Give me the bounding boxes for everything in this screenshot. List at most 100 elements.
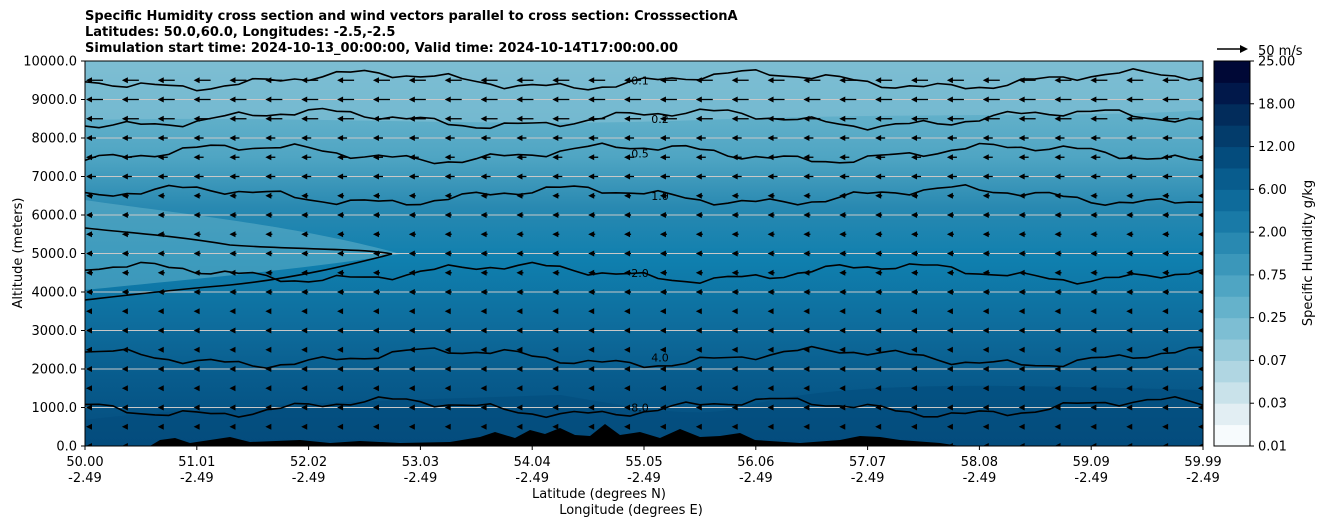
wind-vector [767,135,778,141]
contour-label: 0.5 [631,147,649,160]
x-tick-label-lat: 54.04 [514,455,551,470]
wind-vector [337,346,344,353]
wind-vector [1090,308,1097,315]
wind-vector [839,115,857,122]
wind-vector [337,366,344,372]
wind-vector [121,192,129,199]
wind-vector [1054,327,1061,334]
wind-vector [803,212,811,218]
wind-vector [552,308,559,315]
wind-vector [121,212,129,218]
wind-vector [624,308,631,315]
wind-vector [193,269,201,276]
colorbar-tick-label: 18.00 [1258,97,1295,112]
wind-vector [552,423,559,430]
wind-vector [1090,231,1098,238]
wind-vector [767,269,775,276]
wind-vector [659,269,667,276]
wind-vector [372,308,379,315]
wind-vector [767,308,774,315]
wind-vector [121,443,128,446]
wind-vector [767,289,775,295]
wind-vector [1054,115,1072,122]
wind-vector [767,231,775,238]
x-tick-label-lon: -2.49 [963,471,997,486]
wind-vector [1162,269,1170,276]
wind-vector [624,135,635,141]
wind-vector [803,77,821,84]
wind-vector [480,289,488,295]
x-tick-label-lat: 52.02 [290,455,327,470]
wind-vector [588,385,595,392]
wind-vector [1090,192,1098,199]
wind-vector [1162,250,1170,257]
wind-vector [624,77,642,84]
wind-vector [301,154,312,161]
wind-vector [86,308,92,315]
colorbar-segment [1214,61,1250,83]
wind-vector [731,115,749,122]
wind-vector [839,96,857,103]
wind-vector [875,404,882,411]
wind-vector [767,404,774,411]
wind-vector [911,231,919,238]
wind-vector [1054,192,1062,199]
wind-vector [839,269,847,276]
wind-vector [480,154,491,161]
wind-vector [121,327,128,334]
wind-vector [1126,250,1134,257]
wind-vector [1126,173,1137,180]
wind-vector [911,77,929,84]
wind-vector [408,404,415,411]
wind-vector [659,77,677,84]
wind-vector [1162,423,1169,430]
colorbar-segment [1214,339,1250,361]
wind-vector [659,289,667,295]
wind-vector [695,327,702,334]
wind-vector [767,385,774,392]
wind-vector [1018,96,1036,103]
wind-vector [516,77,534,84]
wind-vector [301,346,308,353]
wind-vector [767,154,778,161]
wind-vector [444,135,455,141]
colorbar-frame [1213,60,1251,447]
wind-vector [265,212,273,218]
wind-vector [1162,366,1169,372]
wind-vector [982,404,989,411]
wind-vector [946,192,954,199]
wind-vector [552,346,559,353]
wind-vector [408,154,419,161]
wind-vector [265,135,276,141]
wind-vector [1126,135,1137,141]
wind-vector [659,231,667,238]
wind-vector [1090,385,1097,392]
wind-vector [301,308,308,315]
x-tick-label-lat: 53.03 [402,455,439,470]
colorbar-segment [1214,189,1250,212]
wind-vector [444,250,452,257]
wind-vector [982,327,989,334]
wind-vector [839,212,847,218]
x-tick-label-lon: -2.49 [515,471,549,486]
x-tick-label-lat: 51.01 [178,455,215,470]
wind-vector [1090,366,1097,372]
wind-vector [1018,346,1025,353]
wind-vector [803,96,821,103]
contour-label: 2.0 [631,267,649,280]
wind-vector [1018,135,1029,141]
wind-vector [265,77,283,84]
wind-vector [1162,327,1169,334]
quiver-key: 50 m/s [1217,44,1303,59]
x-tick-label-lat: 56.06 [737,455,774,470]
wind-vector [1054,173,1065,180]
wind-vector [659,96,677,103]
wind-vector [767,77,785,84]
wind-vector [193,135,204,141]
wind-vector [839,385,846,392]
wind-vector [193,366,200,372]
wind-vector [372,77,390,84]
wind-vector [1018,115,1036,122]
wind-vector [229,192,237,199]
wind-vector [337,308,344,315]
